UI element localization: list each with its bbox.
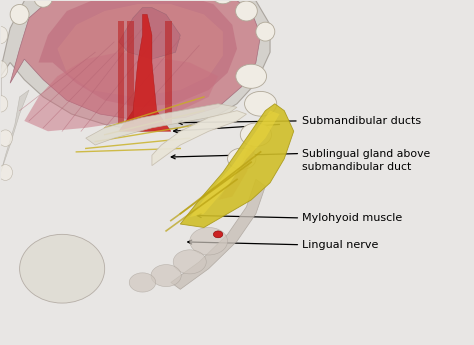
Ellipse shape <box>211 0 234 4</box>
Ellipse shape <box>19 234 105 303</box>
Polygon shape <box>0 90 29 172</box>
Polygon shape <box>118 21 124 125</box>
Ellipse shape <box>10 4 29 24</box>
Polygon shape <box>57 4 223 97</box>
Ellipse shape <box>0 96 8 112</box>
Ellipse shape <box>245 91 277 116</box>
Text: Lingual nerve: Lingual nerve <box>302 240 379 250</box>
Circle shape <box>129 273 156 292</box>
Polygon shape <box>152 111 246 166</box>
Ellipse shape <box>0 165 12 180</box>
Polygon shape <box>171 179 265 289</box>
Circle shape <box>190 227 228 255</box>
Polygon shape <box>38 0 237 107</box>
Polygon shape <box>190 111 280 217</box>
Polygon shape <box>127 21 135 125</box>
Text: Sublingual gland above
submandibular duct: Sublingual gland above submandibular duc… <box>302 149 430 172</box>
Polygon shape <box>0 0 270 131</box>
Ellipse shape <box>236 64 266 88</box>
Text: Mylohyoid muscle: Mylohyoid muscle <box>302 213 402 223</box>
Ellipse shape <box>0 61 8 78</box>
Polygon shape <box>218 145 256 200</box>
Polygon shape <box>180 104 294 227</box>
Ellipse shape <box>0 130 12 146</box>
Circle shape <box>151 265 181 287</box>
Polygon shape <box>165 21 172 125</box>
Ellipse shape <box>0 27 8 44</box>
Ellipse shape <box>256 22 275 41</box>
Ellipse shape <box>240 123 272 146</box>
Polygon shape <box>24 52 218 131</box>
Circle shape <box>173 250 206 274</box>
Ellipse shape <box>34 0 53 7</box>
Polygon shape <box>119 14 171 131</box>
Text: Submandibular ducts: Submandibular ducts <box>302 116 421 126</box>
Polygon shape <box>119 8 180 59</box>
Ellipse shape <box>228 148 256 169</box>
Polygon shape <box>10 0 261 121</box>
Circle shape <box>213 231 223 238</box>
Polygon shape <box>86 104 237 145</box>
Ellipse shape <box>236 1 257 21</box>
